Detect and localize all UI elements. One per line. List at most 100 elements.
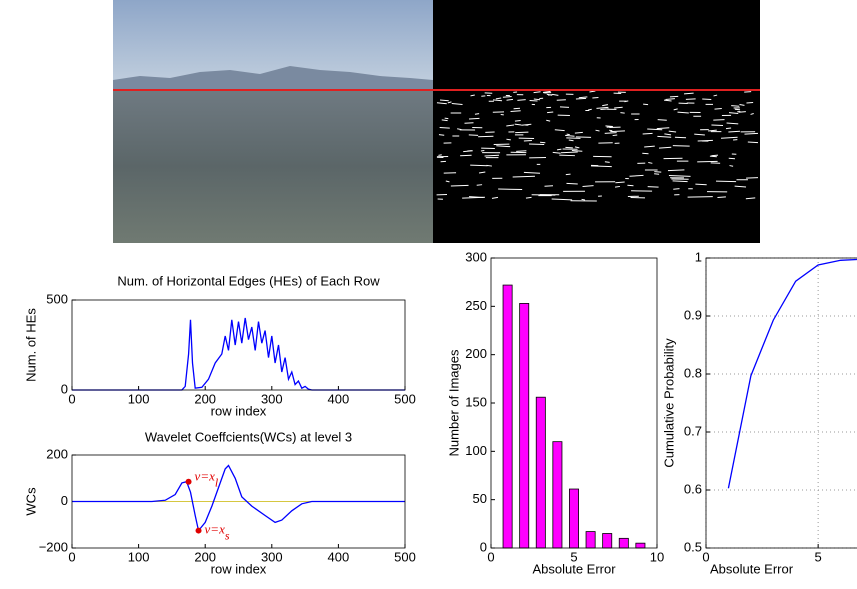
plot-frame: [705, 257, 857, 549]
edge-stroke: [506, 138, 511, 141]
y-tick-label: 200: [46, 446, 68, 461]
edge-stroke: [464, 122, 474, 124]
edge-stroke: [523, 171, 541, 174]
edge-stroke: [516, 150, 527, 152]
edge-stroke: [510, 110, 521, 112]
edge-stroke: [491, 196, 499, 199]
annotation-subscript: l: [215, 475, 219, 489]
edge-stroke: [739, 104, 745, 106]
edge-stroke: [642, 152, 649, 155]
edge-stroke: [544, 185, 554, 187]
y-tick-label: 0.7: [684, 423, 702, 438]
y-axis-label: Cumulative Probability: [661, 338, 676, 468]
bar: [602, 533, 613, 549]
y-tick-label: 500: [46, 291, 68, 306]
edge-stroke: [565, 173, 571, 176]
edge-stroke: [673, 188, 680, 190]
edge-stroke: [745, 197, 756, 200]
annotation: v=xs: [205, 522, 230, 543]
edge-stroke: [551, 198, 573, 201]
plot-area: [72, 300, 405, 390]
edge-stroke: [512, 175, 535, 178]
edge-stroke: [627, 184, 634, 187]
y-tick-label: 0: [61, 493, 68, 508]
edge-stroke: [565, 134, 575, 137]
edge-stroke: [644, 145, 655, 148]
edge-stroke: [709, 155, 717, 158]
edge-stroke: [523, 139, 532, 142]
edge-stroke: [565, 146, 573, 149]
edge-stroke: [469, 196, 484, 198]
edge-stroke: [695, 183, 707, 186]
edge-stroke: [540, 141, 546, 144]
y-tick-label: 250: [465, 298, 487, 313]
edge-stroke: [495, 97, 502, 100]
edge-stroke: [552, 151, 561, 154]
edge-stroke: [441, 119, 448, 122]
x-tick-label: 100: [128, 549, 150, 564]
edge-stroke: [672, 180, 688, 183]
x-tick-label: 10: [650, 549, 664, 564]
y-tick-label: 300: [465, 249, 487, 264]
edge-stroke: [713, 94, 718, 97]
edge-stroke: [506, 124, 515, 127]
edge-stroke: [744, 91, 752, 93]
edge-stroke: [604, 161, 610, 163]
bar: [635, 542, 646, 549]
edge-stroke: [533, 98, 541, 101]
edge-stroke: [648, 162, 653, 164]
x-tick-label: 500: [394, 391, 416, 406]
plot-frame: [71, 299, 406, 391]
bar: [618, 537, 629, 549]
x-tick-label: 0: [487, 549, 494, 564]
edge-stroke: [647, 128, 663, 131]
edge-stroke: [533, 91, 541, 94]
y-tick-label: 0.5: [684, 539, 702, 554]
y-tick-label: 0: [480, 539, 487, 554]
edge-stroke: [668, 175, 691, 177]
edge-stroke: [478, 171, 486, 174]
chart-title: Wavelet Coeffcients(WCs) at level 3: [145, 429, 352, 444]
x-tick-label: 400: [328, 549, 350, 564]
edge-stroke: [447, 101, 452, 104]
edge-stroke: [514, 123, 522, 126]
edge-stroke: [496, 145, 511, 148]
edge-stroke: [554, 129, 565, 132]
x-tick-label: 200: [194, 391, 216, 406]
edge-stroke: [668, 130, 677, 133]
edge-stroke: [560, 151, 578, 154]
edge-stroke: [474, 113, 480, 115]
edge-stroke: [697, 160, 718, 163]
edge-stroke: [656, 127, 670, 130]
y-tick-label: 50: [473, 491, 487, 506]
y-axis-label: Number of Images: [446, 349, 461, 456]
edge-stroke: [547, 111, 554, 114]
data-line: [72, 317, 405, 391]
edge-stroke: [521, 123, 532, 126]
edge-stroke: [746, 101, 754, 104]
edge-stroke: [750, 113, 754, 115]
annotation-text: v=x: [205, 522, 226, 537]
bar: [585, 531, 596, 549]
bar: [552, 441, 563, 549]
edge-stroke: [590, 165, 612, 168]
edge-stroke: [605, 125, 613, 127]
edge-stroke: [674, 136, 687, 139]
x-tick-label: 100: [128, 391, 150, 406]
edge-stroke: [604, 132, 617, 134]
edge-stroke: [609, 129, 613, 132]
chart-title: Num. of Horizontal Edges (HEs) of Each R…: [117, 273, 380, 288]
edge-stroke: [529, 143, 545, 145]
annotation-text: v=x: [195, 469, 216, 484]
x-axis-label: Absolute Error: [710, 561, 794, 576]
edge-stroke: [517, 99, 526, 101]
annotation-subscript: s: [225, 528, 230, 542]
edge-stroke: [726, 122, 739, 125]
x-tick-label: 0: [68, 549, 75, 564]
edge-stroke: [667, 169, 685, 172]
edge-stroke: [714, 108, 722, 110]
edge-stroke: [595, 129, 600, 132]
edge-stroke: [566, 182, 578, 185]
edge-stroke: [574, 146, 580, 149]
